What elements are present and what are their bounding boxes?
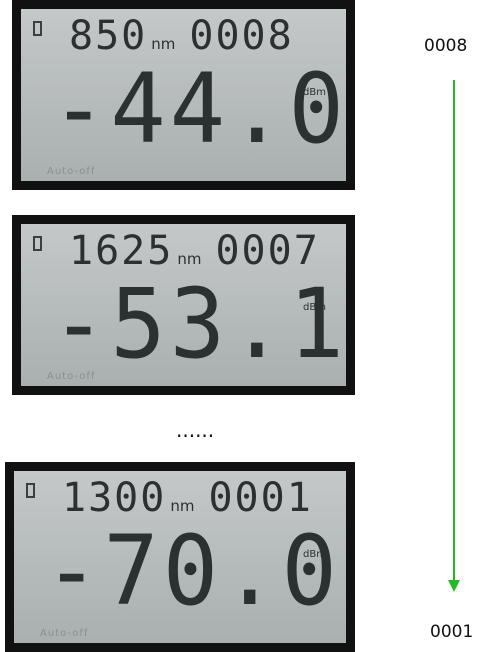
sequence-start: 0008 xyxy=(424,36,467,56)
reading-unit: dBm xyxy=(303,302,326,313)
wavelength-unit: nm xyxy=(177,250,201,268)
reading-unit: dBm xyxy=(303,549,326,560)
wavelength-unit: nm xyxy=(170,497,194,515)
arrow-head xyxy=(448,580,460,592)
status-text: Auto-off xyxy=(47,166,95,177)
status-text: Auto-off xyxy=(40,628,88,639)
battery-icon xyxy=(26,483,35,498)
battery-icon xyxy=(33,21,42,36)
page: 850nm0008-44.09dBmAuto-off1625nm0007-53.… xyxy=(0,0,482,652)
status-text: Auto-off xyxy=(47,371,95,382)
power-reading: -53.17 xyxy=(51,272,346,377)
reading-unit: dBm xyxy=(303,87,326,98)
sequence-end: 0001 xyxy=(430,622,473,642)
battery-icon xyxy=(33,236,42,251)
wavelength-unit: nm xyxy=(151,35,175,53)
power-reading: -70.00 xyxy=(44,519,346,624)
power-reading: -44.09 xyxy=(51,57,346,162)
ellipsis: ...... xyxy=(176,418,214,442)
